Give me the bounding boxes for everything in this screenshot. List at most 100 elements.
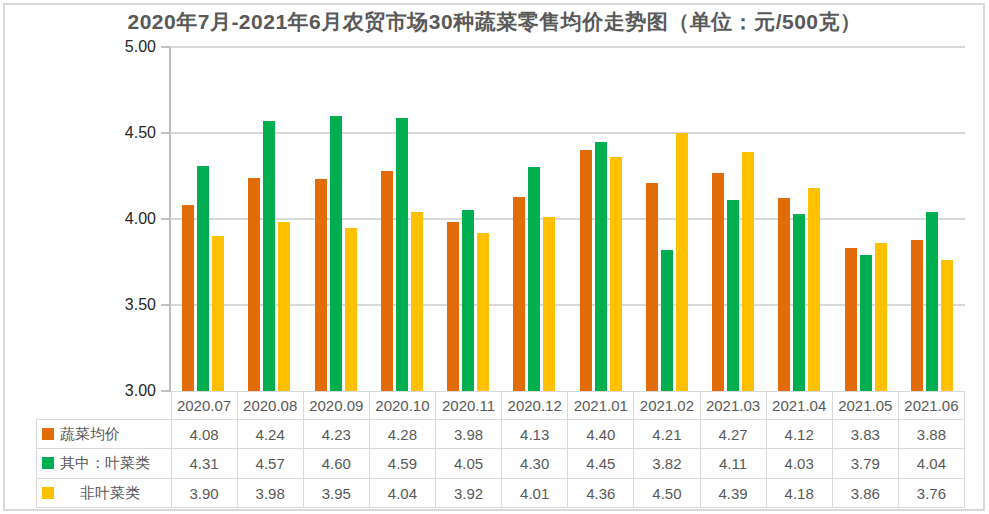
chart-bar-其中：叶菜类-2021.06 xyxy=(926,212,938,391)
y-tick-label: 4.00 xyxy=(0,209,156,229)
month-cell: 2021.01 xyxy=(568,392,634,420)
month-cell: 2020.12 xyxy=(502,392,568,420)
chart-bar-其中：叶菜类-2020.07 xyxy=(197,166,209,391)
chart-bar-非叶菜类-2021.04 xyxy=(808,188,820,391)
chart-bar-蔬菜均价-2020.07 xyxy=(182,205,194,391)
value-cell: 3.79 xyxy=(832,449,898,479)
value-cell: 4.11 xyxy=(700,449,766,479)
chart-bar-非叶菜类-2020.10 xyxy=(411,212,423,391)
series-legend-cell: 蔬菜均价 xyxy=(37,420,172,449)
y-tick-label: 4.50 xyxy=(0,123,156,143)
month-cell: 2021.02 xyxy=(634,392,700,420)
value-cell: 4.05 xyxy=(436,449,502,479)
plot-area xyxy=(170,47,965,391)
chart-bar-非叶菜类-2021.03 xyxy=(742,152,754,391)
value-cell: 4.12 xyxy=(766,420,832,449)
month-cell: 2021.05 xyxy=(832,392,898,420)
table-row-其中：叶菜类: 其中：叶菜类4.314.574.604.594.054.304.453.824.… xyxy=(37,449,965,479)
value-cell: 4.24 xyxy=(237,420,303,449)
chart-bar-非叶菜类-2020.11 xyxy=(477,233,489,391)
chart-bar-其中：叶菜类-2021.05 xyxy=(860,255,872,391)
value-cell: 4.13 xyxy=(502,420,568,449)
chart-bar-非叶菜类-2021.01 xyxy=(610,157,622,391)
month-cell: 2021.04 xyxy=(766,392,832,420)
value-cell: 4.40 xyxy=(568,420,634,449)
value-cell: 4.18 xyxy=(766,479,832,508)
chart-canvas: 2020年7月-2021年6月农贸市场30种蔬菜零售均价走势图（单位：元/500… xyxy=(0,0,989,514)
value-cell: 4.45 xyxy=(568,449,634,479)
value-cell: 4.28 xyxy=(369,420,435,449)
chart-screenshot: 2020年7月-2021年6月农贸市场30种蔬菜零售均价走势图（单位：元/500… xyxy=(0,0,989,514)
value-cell: 3.76 xyxy=(898,479,964,508)
series-name-label: 其中：叶菜类 xyxy=(60,454,150,473)
legend-key-icon xyxy=(42,428,54,440)
chart-bar-其中：叶菜类-2021.02 xyxy=(661,250,673,391)
y-tick-label: 5.00 xyxy=(0,37,156,57)
value-cell: 3.95 xyxy=(303,479,369,508)
value-cell: 3.88 xyxy=(898,420,964,449)
value-cell: 4.08 xyxy=(171,420,237,449)
series-legend-cell: 非叶菜类 xyxy=(37,479,172,508)
chart-bar-蔬菜均价-2020.09 xyxy=(315,179,327,391)
chart-bar-非叶菜类-2021.06 xyxy=(941,260,953,391)
value-cell: 4.23 xyxy=(303,420,369,449)
chart-title: 2020年7月-2021年6月农贸市场30种蔬菜零售均价走势图（单位：元/500… xyxy=(0,8,989,36)
value-cell: 4.01 xyxy=(502,479,568,508)
value-cell: 3.86 xyxy=(832,479,898,508)
value-cell: 3.98 xyxy=(436,420,502,449)
month-cell: 2021.06 xyxy=(898,392,964,420)
legend-key-icon xyxy=(42,487,54,499)
chart-bar-其中：叶菜类-2020.12 xyxy=(528,167,540,391)
value-cell: 4.59 xyxy=(369,449,435,479)
data-table: 2020.072020.082020.092020.102020.112020.… xyxy=(36,391,965,508)
chart-bar-蔬菜均价-2021.01 xyxy=(580,150,592,391)
value-cell: 4.30 xyxy=(502,449,568,479)
value-cell: 4.21 xyxy=(634,420,700,449)
series-name-label: 非叶菜类 xyxy=(60,484,140,503)
chart-bar-其中：叶菜类-2020.08 xyxy=(263,121,275,391)
month-cell: 2020.07 xyxy=(171,392,237,420)
value-cell: 4.60 xyxy=(303,449,369,479)
month-cell: 2021.03 xyxy=(700,392,766,420)
chart-bar-蔬菜均价-2020.11 xyxy=(447,222,459,391)
value-cell: 3.83 xyxy=(832,420,898,449)
table-corner-cell xyxy=(37,392,172,420)
month-cell: 2020.09 xyxy=(303,392,369,420)
chart-bar-蔬菜均价-2020.10 xyxy=(381,171,393,391)
value-cell: 3.90 xyxy=(171,479,237,508)
chart-bar-蔬菜均价-2021.04 xyxy=(778,198,790,391)
data-table-body: 2020.072020.082020.092020.102020.112020.… xyxy=(37,392,965,508)
chart-bar-非叶菜类-2020.12 xyxy=(543,217,555,391)
value-cell: 4.36 xyxy=(568,479,634,508)
chart-bar-非叶菜类-2021.05 xyxy=(875,243,887,391)
table-row-非叶菜类: 非叶菜类 3.903.983.954.043.924.014.364.504.39… xyxy=(37,479,965,508)
value-cell: 4.31 xyxy=(171,449,237,479)
table-row-蔬菜均价: 蔬菜均价 4.084.244.234.283.984.134.404.214.27… xyxy=(37,420,965,449)
value-cell: 3.98 xyxy=(237,479,303,508)
month-cell: 2020.08 xyxy=(237,392,303,420)
chart-bar-非叶菜类-2020.08 xyxy=(278,222,290,391)
month-cell: 2020.11 xyxy=(436,392,502,420)
chart-bar-蔬菜均价-2021.06 xyxy=(911,240,923,391)
month-cell: 2020.10 xyxy=(369,392,435,420)
chart-bar-蔬菜均价-2020.08 xyxy=(248,178,260,391)
value-cell: 4.03 xyxy=(766,449,832,479)
value-cell: 3.92 xyxy=(436,479,502,508)
chart-bar-蔬菜均价-2021.05 xyxy=(845,248,857,391)
chart-bar-非叶菜类-2020.07 xyxy=(212,236,224,391)
series-name-label: 蔬菜均价 xyxy=(60,425,120,444)
value-cell: 4.27 xyxy=(700,420,766,449)
chart-bar-其中：叶菜类-2021.01 xyxy=(595,142,607,391)
value-cell: 4.57 xyxy=(237,449,303,479)
chart-bar-其中：叶菜类-2021.03 xyxy=(727,200,739,391)
y-tick-label: 3.50 xyxy=(0,295,156,315)
legend-key-icon xyxy=(42,457,54,469)
chart-bar-其中：叶菜类-2020.10 xyxy=(396,118,408,392)
month-header-row: 2020.072020.082020.092020.102020.112020.… xyxy=(37,392,965,420)
value-cell: 4.50 xyxy=(634,479,700,508)
chart-bar-其中：叶菜类-2020.09 xyxy=(330,116,342,391)
value-cell: 4.04 xyxy=(369,479,435,508)
value-cell: 4.39 xyxy=(700,479,766,508)
chart-bar-其中：叶菜类-2021.04 xyxy=(793,214,805,391)
value-cell: 4.04 xyxy=(898,449,964,479)
